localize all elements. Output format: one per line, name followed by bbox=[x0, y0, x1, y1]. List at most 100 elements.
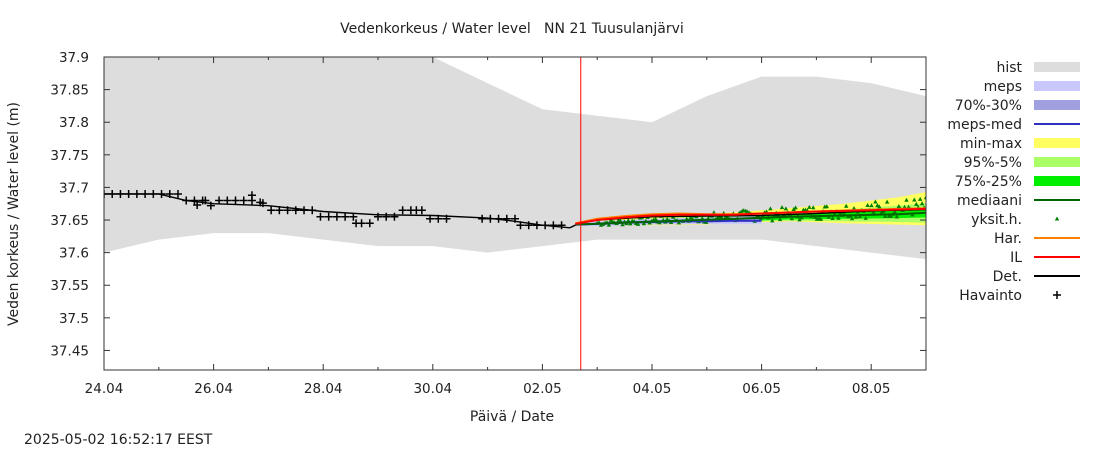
observation-point bbox=[239, 196, 248, 205]
y-tick-label: 37.45 bbox=[50, 343, 89, 359]
ensemble-member-marker bbox=[871, 209, 876, 214]
observation-point bbox=[365, 219, 374, 228]
observation-point bbox=[382, 212, 391, 221]
observation-point bbox=[108, 189, 117, 198]
ensemble-member-marker bbox=[912, 197, 917, 202]
ensemble-member-marker bbox=[770, 218, 775, 223]
observation-point bbox=[374, 212, 382, 221]
ensemble-member-marker bbox=[641, 221, 647, 226]
ensemble-member-marker bbox=[688, 215, 693, 220]
ensemble-member-marker bbox=[606, 222, 612, 227]
legend-har-label: Har. bbox=[994, 231, 1022, 247]
observation-point bbox=[324, 212, 333, 221]
observation-point bbox=[502, 214, 511, 223]
observation-point bbox=[165, 189, 174, 198]
axes: 37.45 37.5 37.55 37.6 37.65 37.7 37.75 37.8 37.8… bbox=[50, 50, 927, 397]
ensemble-member-marker bbox=[618, 218, 623, 223]
observation-point bbox=[193, 201, 202, 210]
observation-point bbox=[173, 189, 182, 198]
observation-point bbox=[478, 214, 487, 223]
legend-havainto-swatch bbox=[1053, 291, 1061, 299]
ensemble-member-marker bbox=[676, 220, 682, 225]
y-tick-label: 37.6 bbox=[59, 246, 89, 262]
ensemble-member-marker bbox=[789, 216, 794, 221]
plot-frame bbox=[103, 56, 927, 371]
x-tick-label: 02.05 bbox=[523, 381, 562, 397]
observation-point bbox=[182, 196, 191, 205]
legend-det-label: Det. bbox=[993, 269, 1022, 285]
legend-70-30-label: 70%-30% bbox=[955, 98, 1022, 114]
observation-point bbox=[486, 214, 495, 223]
band-hist bbox=[104, 57, 926, 260]
ensemble-member-marker bbox=[793, 205, 798, 210]
ensemble-member-marker bbox=[851, 206, 857, 210]
ensemble-member-marker bbox=[863, 215, 868, 220]
y-tick-label: 37.9 bbox=[59, 50, 89, 66]
ensemble-member-marker bbox=[824, 204, 829, 209]
ensemble-member-marker bbox=[768, 206, 773, 211]
legend: hist meps 70%-30% meps-med min-max 95%-5% 75%-… bbox=[947, 60, 1080, 304]
legend-yksit-h-swatch bbox=[1054, 216, 1060, 221]
legend-meps-swatch bbox=[1034, 81, 1080, 91]
observation-point bbox=[417, 206, 426, 215]
y-tick-label: 37.65 bbox=[50, 213, 89, 229]
legend-min-max-label: min-max bbox=[960, 136, 1022, 152]
ensemble-member-marker bbox=[914, 201, 919, 206]
legend-70-30-swatch bbox=[1034, 100, 1080, 110]
x-tick-label: 26.04 bbox=[194, 381, 233, 397]
observation-point bbox=[223, 196, 232, 205]
legend-75-25-swatch bbox=[1034, 176, 1080, 186]
x-tick-label: 06.05 bbox=[742, 381, 781, 397]
ensemble-member-marker bbox=[884, 199, 890, 204]
y-tick-label: 37.75 bbox=[50, 148, 89, 164]
observation-point bbox=[206, 201, 215, 210]
observation-point bbox=[149, 189, 158, 198]
y-tick-label: 37.55 bbox=[50, 278, 89, 294]
ensemble-member-marker bbox=[836, 215, 841, 220]
line-il bbox=[575, 207, 926, 225]
legend-havainto-label: Havainto bbox=[959, 288, 1022, 304]
legend-yksit-h-label: yksit.h. bbox=[971, 212, 1022, 228]
observation-point bbox=[341, 212, 350, 221]
observation-point bbox=[132, 189, 141, 198]
observation-point bbox=[511, 214, 519, 223]
ensemble-member-marker bbox=[849, 216, 855, 221]
legend-95-5-swatch bbox=[1034, 157, 1080, 167]
observation-point bbox=[494, 214, 503, 223]
observation-point bbox=[116, 189, 125, 198]
ensemble-member-marker bbox=[844, 203, 849, 208]
ensemble-member-marker bbox=[783, 206, 789, 211]
ensemble-member-marker bbox=[620, 222, 625, 227]
observation-point bbox=[398, 206, 407, 215]
observation-point bbox=[275, 206, 284, 215]
y-tick-label: 37.7 bbox=[59, 180, 89, 196]
observation-point bbox=[532, 221, 541, 230]
chart-title: Vedenkorkeus / Water level NN 21 Tuusula… bbox=[340, 21, 684, 37]
ensemble-member-marker bbox=[869, 203, 874, 208]
ensemble-member-marker bbox=[904, 197, 909, 202]
legend-min-max-swatch bbox=[1034, 138, 1080, 148]
legend-75-25-label: 75%-25% bbox=[955, 174, 1022, 190]
ensemble-member-marker bbox=[811, 205, 816, 210]
observation-point bbox=[267, 206, 276, 215]
observation-point bbox=[190, 196, 199, 205]
ensemble-member-marker bbox=[894, 214, 899, 219]
legend-il-label: IL bbox=[1010, 250, 1022, 266]
line-mediaani bbox=[575, 211, 926, 226]
observation-point bbox=[434, 214, 443, 223]
ensemble-member-marker bbox=[853, 214, 859, 219]
ensemble-member-marker bbox=[892, 209, 898, 214]
observation-point bbox=[524, 221, 533, 230]
legend-mediaani-label: mediaani bbox=[957, 193, 1022, 209]
observation-point bbox=[201, 196, 210, 205]
observation-point bbox=[549, 221, 558, 230]
ensemble-member-marker bbox=[739, 209, 744, 214]
ensemble-member-marker bbox=[665, 216, 670, 221]
legend-meps-label: meps bbox=[984, 79, 1022, 95]
y-tick-label: 37.85 bbox=[50, 83, 89, 99]
observation-point bbox=[291, 206, 300, 215]
ensemble-member-marker bbox=[882, 214, 888, 218]
observation-point bbox=[308, 206, 317, 215]
legend-hist-label: hist bbox=[996, 60, 1022, 76]
observation-point bbox=[332, 212, 341, 221]
